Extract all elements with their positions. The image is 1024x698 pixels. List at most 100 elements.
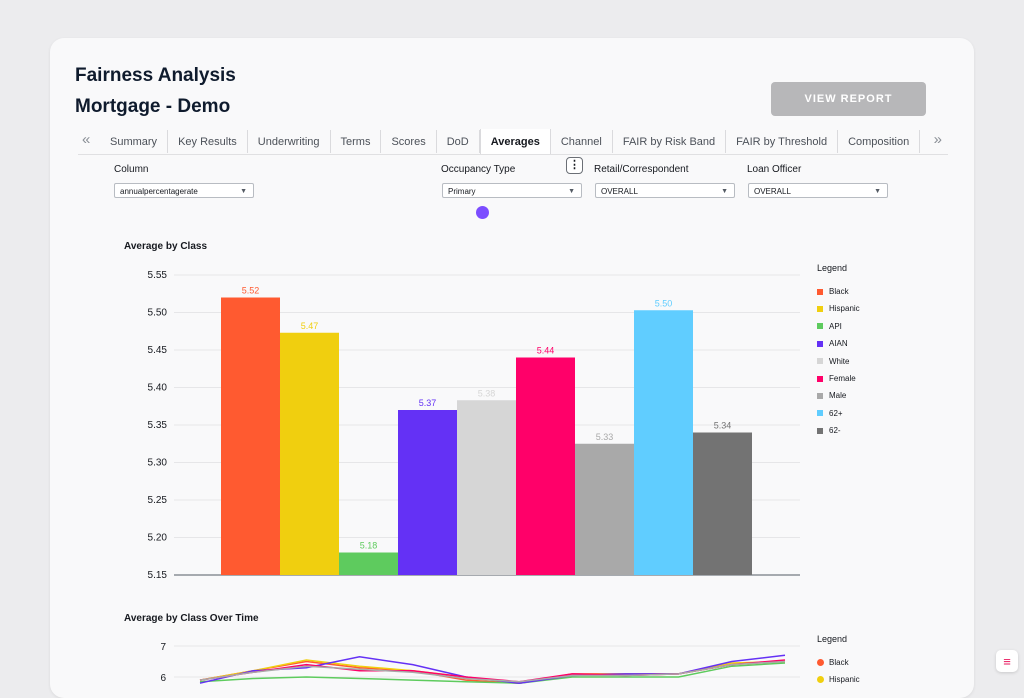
double-chevron-right-icon[interactable]: » <box>933 131 942 148</box>
retail-select[interactable]: OVERALL ▼ <box>595 183 735 198</box>
legend-item[interactable]: Black <box>817 658 849 667</box>
officer-select[interactable]: OVERALL ▼ <box>748 183 888 198</box>
app-logo-icon[interactable]: ≡ <box>996 650 1018 672</box>
legend-label: Black <box>829 658 849 667</box>
legend-label: Male <box>829 391 847 401</box>
chevron-down-icon: ▼ <box>721 188 728 195</box>
legend-label: Hispanic <box>829 675 860 684</box>
legend-item[interactable]: Hispanic <box>817 675 860 684</box>
chevron-down-icon: ▼ <box>568 188 575 195</box>
legend-item[interactable]: Hispanic <box>817 304 860 313</box>
legend-item[interactable]: API <box>817 322 842 331</box>
legend-label: API <box>829 321 842 331</box>
tab-averages[interactable]: Averages <box>479 129 551 154</box>
bar-data-label: 5.18 <box>360 541 378 551</box>
legend-swatch <box>817 427 823 434</box>
y-tick-label: 5.55 <box>148 270 168 281</box>
tab-list: Summary Key Results Underwriting Terms Score… <box>100 129 926 154</box>
y-tick-label: 5.30 <box>148 458 168 469</box>
report-card: Fairness Analysis Mortgage - Demo VIEW R… <box>50 38 974 698</box>
legend-item[interactable]: AIAN <box>817 339 848 348</box>
officer-label: Loan Officer <box>747 164 802 175</box>
tab-channel[interactable]: Channel <box>551 130 613 153</box>
y-tick-label: 7 <box>160 642 166 653</box>
legend-item[interactable]: Female <box>817 374 856 383</box>
y-tick-label: 5.15 <box>148 570 168 581</box>
page-subtitle: Mortgage - Demo <box>75 96 231 117</box>
bar-black[interactable] <box>221 297 280 576</box>
tab-fair-by-risk-band[interactable]: FAIR by Risk Band <box>613 130 727 153</box>
chevron-down-icon: ▼ <box>240 188 247 195</box>
line-male[interactable] <box>199 660 786 683</box>
line-chart: 76 <box>160 642 800 684</box>
y-tick-label: 5.40 <box>148 383 168 394</box>
y-tick-label: 6 <box>160 673 166 684</box>
view-report-button[interactable]: VIEW REPORT <box>771 82 926 116</box>
bar-62-[interactable] <box>693 432 752 576</box>
legend-label: AIAN <box>829 339 848 349</box>
legend-swatch <box>817 410 823 417</box>
y-tick-label: 5.35 <box>148 420 168 431</box>
bar-api[interactable] <box>339 552 398 576</box>
legend-label: Black <box>829 287 849 296</box>
legend-swatch <box>817 375 823 382</box>
y-tick-label: 5.45 <box>148 345 168 356</box>
legend-dot <box>817 676 824 683</box>
y-tick-label: 5.25 <box>148 495 168 506</box>
bar-62-[interactable] <box>634 310 693 575</box>
tab-summary[interactable]: Summary <box>100 130 169 153</box>
line-legend-title: Legend <box>817 634 848 644</box>
bar-data-label: 5.52 <box>242 286 260 296</box>
page-title: Fairness Analysis <box>75 65 236 86</box>
legend-dot <box>817 659 824 666</box>
legend-item[interactable]: 62- <box>817 426 841 435</box>
occupancy-value: Primary <box>448 187 476 196</box>
legend-swatch <box>817 288 823 295</box>
legend-swatch <box>817 323 823 330</box>
chevron-down-icon: ▼ <box>874 188 881 195</box>
bar-female[interactable] <box>516 357 575 576</box>
legend-label: Female <box>829 374 856 383</box>
bar-white[interactable] <box>457 400 516 575</box>
bar-data-label: 5.47 <box>301 321 319 331</box>
tab-terms[interactable]: Terms <box>331 130 382 153</box>
tab-scores[interactable]: Scores <box>381 130 437 153</box>
legend-label: White <box>829 356 850 366</box>
tab-composition[interactable]: Composition <box>838 130 921 153</box>
legend-item[interactable]: White <box>817 357 849 366</box>
legend-label: 62- <box>829 426 841 436</box>
retail-value: OVERALL <box>601 187 638 196</box>
bar-data-label: 5.44 <box>537 346 555 356</box>
legend-label: 62+ <box>829 408 843 418</box>
legend-item[interactable]: Black <box>817 287 849 296</box>
y-tick-label: 5.20 <box>148 533 168 544</box>
legend-swatch <box>817 392 823 399</box>
double-chevron-left-icon[interactable]: « <box>82 131 91 148</box>
occupancy-select[interactable]: Primary ▼ <box>442 183 582 198</box>
bar-aian[interactable] <box>398 410 457 575</box>
tab-metho[interactable]: Metho <box>920 130 926 153</box>
legend-swatch <box>817 305 823 312</box>
y-tick-label: 5.50 <box>148 308 168 319</box>
bar-data-label: 5.50 <box>655 298 673 308</box>
line-chart-title: Average by Class Over Time <box>124 613 259 624</box>
bar-hispanic[interactable] <box>280 332 339 575</box>
bar-male[interactable] <box>575 443 634 575</box>
column-label: Column <box>114 164 149 175</box>
legend-item[interactable]: Male <box>817 391 846 400</box>
legend-swatch <box>817 340 823 347</box>
tab-key-results[interactable]: Key Results <box>168 130 248 153</box>
tab-dod[interactable]: DoD <box>437 130 480 153</box>
bar-data-label: 5.34 <box>714 421 732 431</box>
bar-chart-title: Average by Class <box>124 241 208 252</box>
legend-swatch <box>817 358 823 365</box>
vertical-ellipsis-icon[interactable]: ⋮ <box>566 157 583 174</box>
column-value: annualpercentagerate <box>120 187 198 196</box>
tab-fair-by-threshold[interactable]: FAIR by Threshold <box>726 130 839 153</box>
bar-data-label: 5.38 <box>478 388 496 398</box>
legend-item[interactable]: 62+ <box>817 409 843 418</box>
column-select[interactable]: annualpercentagerate ▼ <box>114 183 254 198</box>
bar-chart: 5.55 5.50 5.45 5.40 5.35 5.30 5.25 5.20 5.15 5.52… <box>148 270 800 581</box>
bar-data-label: 5.37 <box>419 398 437 408</box>
tab-underwriting[interactable]: Underwriting <box>248 130 331 153</box>
